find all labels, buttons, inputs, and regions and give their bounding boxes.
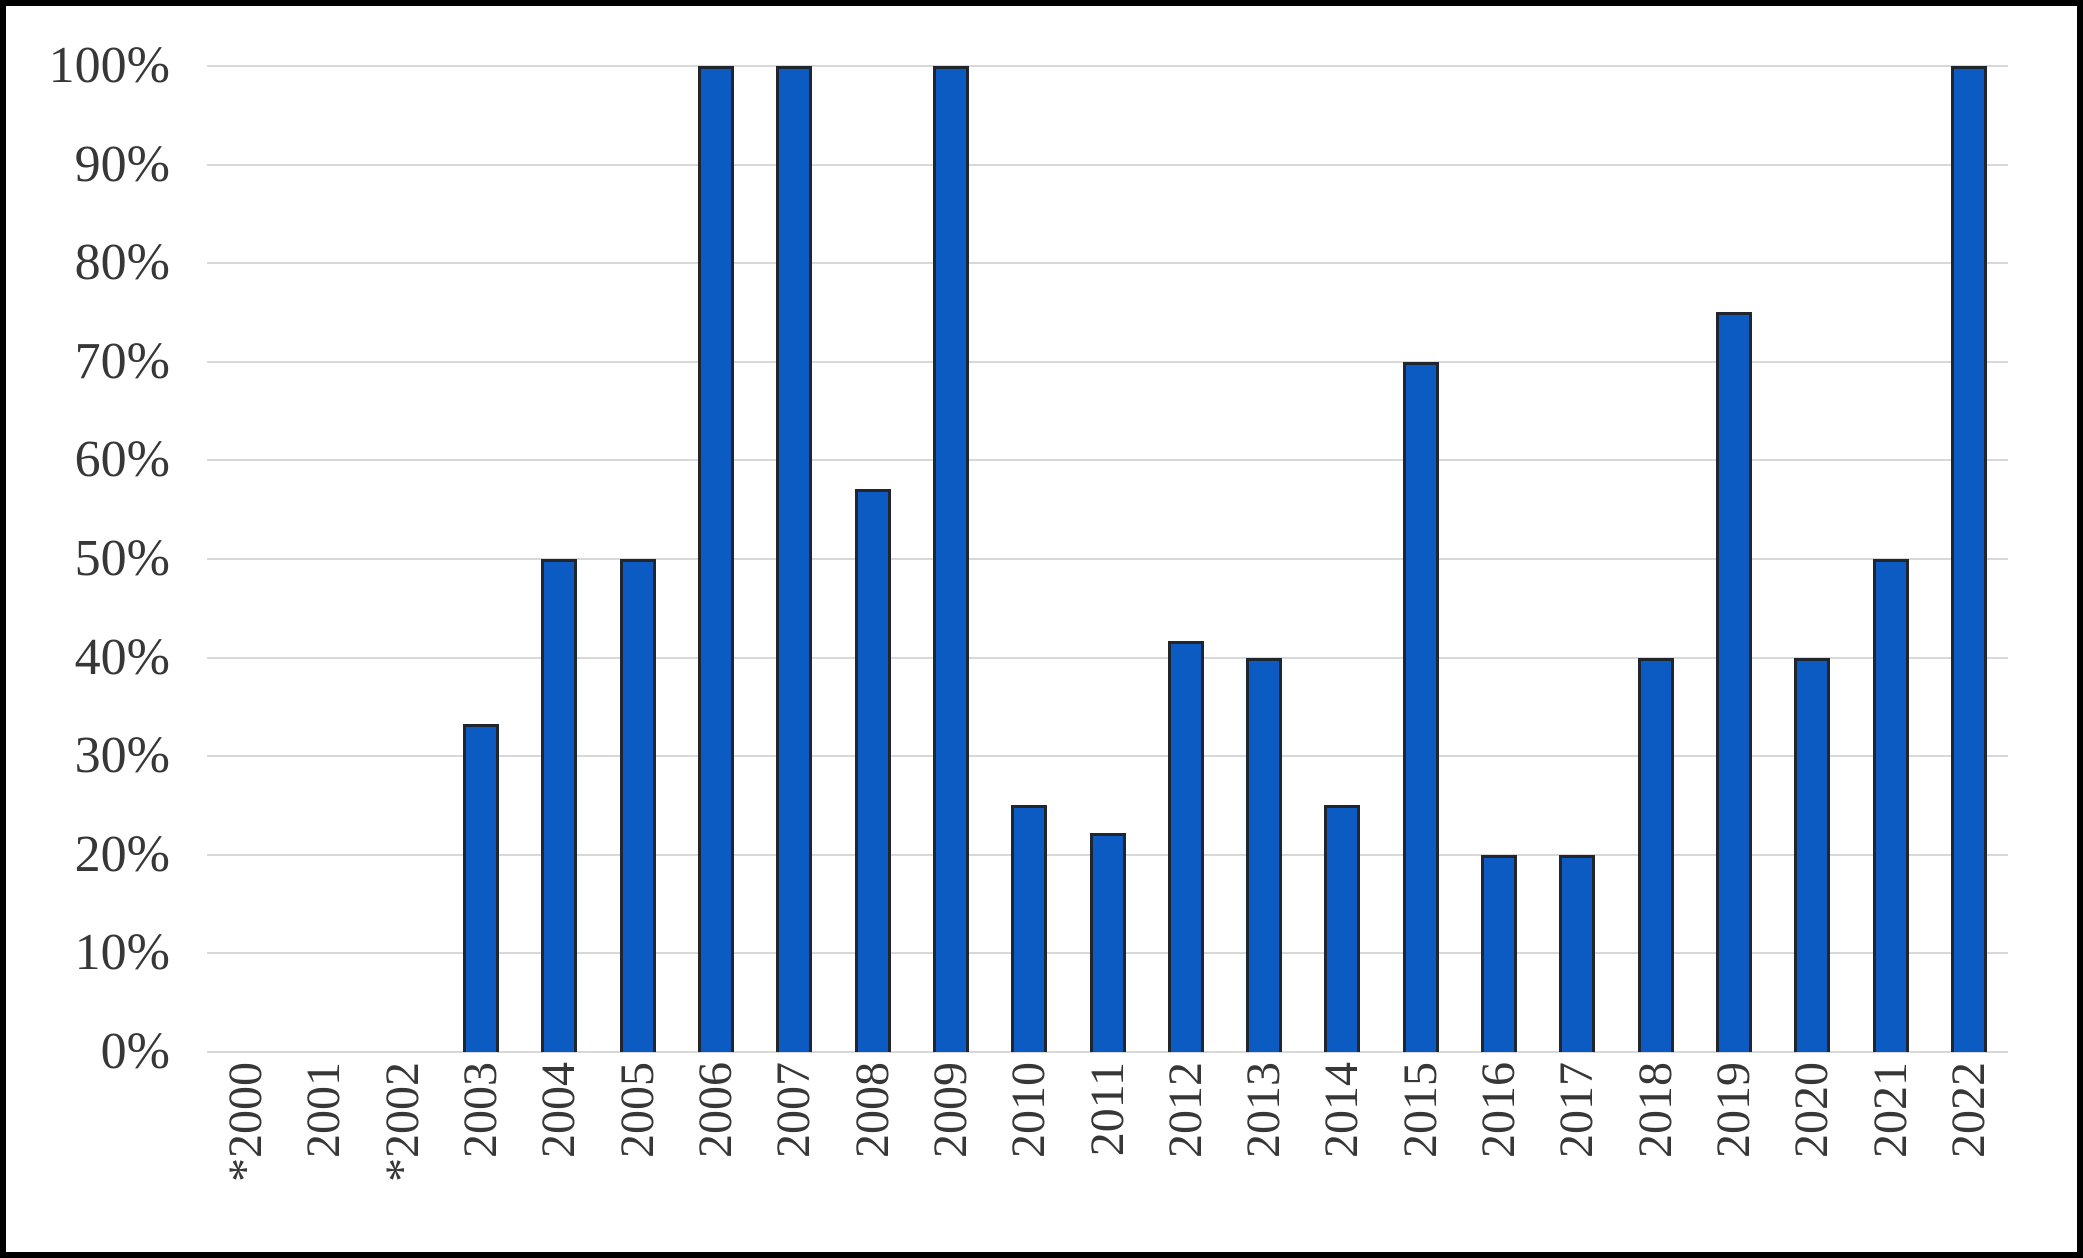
- x-axis-category-label: 2018: [1628, 1062, 1682, 1158]
- x-axis-category-label: 2011: [1080, 1062, 1134, 1157]
- gridline: [207, 163, 2008, 166]
- bar: [697, 66, 734, 1052]
- x-axis-category-label: 2004: [532, 1062, 586, 1158]
- gridline: [207, 459, 2008, 462]
- x-axis-category-label: *2002: [375, 1062, 429, 1182]
- x-axis-category-label: 2005: [610, 1062, 664, 1158]
- bar: [1246, 658, 1283, 1052]
- bar: [1481, 855, 1518, 1052]
- bar: [1715, 312, 1752, 1052]
- y-axis-tick-label: 90%: [74, 135, 170, 193]
- bar: [1637, 658, 1674, 1052]
- bar: [1011, 805, 1048, 1052]
- y-axis-tick-label: 10%: [74, 924, 170, 982]
- y-axis-tick-label: 70%: [74, 332, 170, 390]
- gridline: [207, 755, 2008, 758]
- bar: [932, 66, 969, 1052]
- x-axis-category-label: 2022: [1941, 1062, 1995, 1158]
- y-axis-tick-label: 30%: [74, 727, 170, 785]
- x-axis-category-label: 2020: [1785, 1062, 1839, 1158]
- y-axis-tick-label: 20%: [74, 825, 170, 883]
- gridline: [207, 65, 2008, 67]
- x-axis-category-label: *2000: [219, 1062, 273, 1182]
- bar: [1089, 833, 1126, 1052]
- y-axis-tick-label: 100%: [48, 37, 170, 94]
- x-axis-category-label: 2010: [1002, 1062, 1056, 1158]
- plot-area: [207, 65, 2008, 1053]
- x-axis-category-label: 2014: [1315, 1062, 1369, 1158]
- x-axis-category-label: 2008: [845, 1062, 899, 1158]
- bar: [619, 559, 656, 1052]
- y-axis-tick-label: 60%: [74, 431, 170, 489]
- x-axis-category-label: 2017: [1550, 1062, 1604, 1158]
- bar: [1872, 559, 1909, 1052]
- x-axis-category-label: 2006: [688, 1062, 742, 1158]
- bar: [854, 489, 891, 1052]
- bar: [1559, 855, 1596, 1052]
- x-axis-category-label: 2007: [767, 1062, 821, 1158]
- bar: [1794, 658, 1831, 1052]
- x-axis-category-label: 2019: [1706, 1062, 1760, 1158]
- gridline: [207, 262, 2008, 265]
- bar: [541, 559, 578, 1052]
- x-axis-category-label: 2013: [1237, 1062, 1291, 1158]
- x-axis-category-label: 2015: [1393, 1062, 1447, 1158]
- gridline: [207, 656, 2008, 659]
- x-axis-category-label: 2009: [923, 1062, 977, 1158]
- bar: [1167, 641, 1204, 1052]
- x-axis-category-label: 2021: [1863, 1062, 1917, 1158]
- x-axis-category-label: 2003: [454, 1062, 508, 1158]
- y-axis-tick-label: 40%: [74, 628, 170, 686]
- x-axis-category-label: 2016: [1472, 1062, 1526, 1158]
- gridline: [207, 1051, 2008, 1053]
- y-axis-tick-label: 0%: [100, 1023, 170, 1080]
- x-axis-category-label: 2001: [297, 1062, 351, 1158]
- bar: [1950, 66, 1987, 1052]
- bar: [1402, 362, 1439, 1052]
- gridline: [207, 360, 2008, 363]
- bar: [463, 724, 500, 1052]
- bar: [776, 66, 813, 1052]
- bar: [1324, 805, 1361, 1052]
- y-axis-tick-label: 80%: [74, 234, 170, 292]
- y-axis-tick-label: 50%: [74, 530, 170, 587]
- x-axis-category-label: 2012: [1158, 1062, 1212, 1158]
- gridline: [207, 558, 2008, 560]
